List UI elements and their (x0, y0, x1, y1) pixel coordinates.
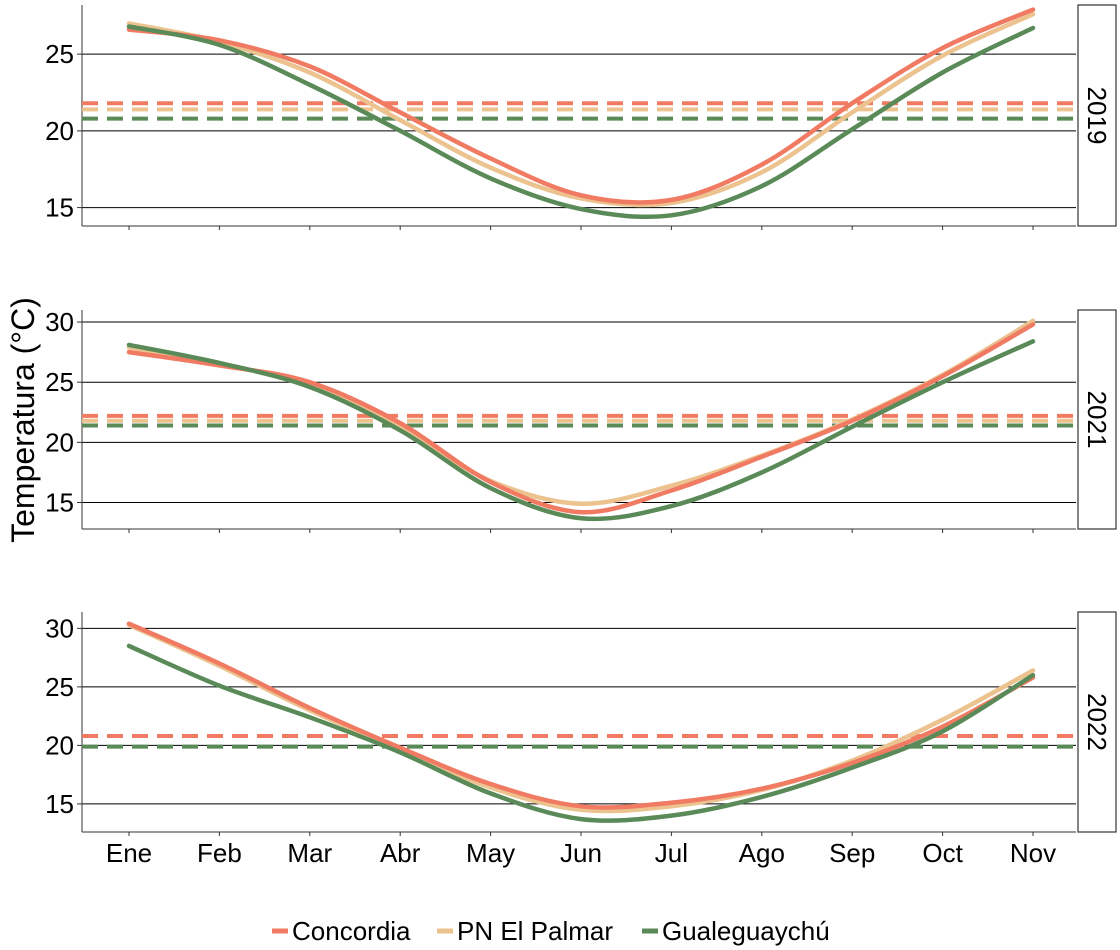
x-tick-label: May (466, 838, 515, 868)
facet-strip (1077, 611, 1117, 833)
series-line (126, 24, 1036, 220)
y-axis-title: Temperatura (°C) (5, 297, 41, 543)
y-tick-label: 15 (45, 193, 74, 223)
x-tick-label: Jun (560, 838, 602, 868)
y-tick-label: 15 (45, 488, 74, 518)
x-tick-label: Ene (106, 838, 152, 868)
panel-2021: 15 20 25 30 2021 (45, 307, 1117, 533)
x-tick-label: Abr (380, 838, 421, 868)
panel-2022: 15 20 25 30 2022 Ene Feb Mar Abr May Jun Jul Ago Sep O… (45, 611, 1117, 868)
y-tick-label: 30 (45, 613, 74, 643)
series-line (126, 643, 1036, 823)
series-line (126, 318, 1036, 506)
y-tick-label: 20 (45, 116, 74, 146)
series-line (126, 7, 1036, 205)
panel-2019: 15 20 25 2019 (45, 4, 1117, 230)
x-tick-label: Sep (829, 838, 875, 868)
y-tick-label: 25 (45, 39, 74, 69)
panels: 15 20 25 2019 15 20 25 30 2021 15 20 25 30 2022 Ene Feb… (45, 4, 1117, 868)
facet-strip (1077, 309, 1117, 530)
facet-year-label: 2021 (1082, 391, 1112, 449)
y-tick-label: 30 (45, 307, 74, 337)
facet-year-label: 2019 (1082, 87, 1112, 145)
y-tick-label: 25 (45, 672, 74, 702)
legend-item: PN El Palmar (437, 916, 613, 946)
series-line (126, 621, 1036, 810)
x-tick-label: Oct (922, 838, 963, 868)
x-tick-label: Feb (197, 838, 242, 868)
y-tick-label: 25 (45, 367, 74, 397)
legend-label: PN El Palmar (457, 916, 613, 946)
y-tick-label: 20 (45, 730, 74, 760)
legend-item: Gualeguaychú (642, 916, 830, 946)
facet-strip (1077, 4, 1117, 227)
x-tick-label: Mar (287, 838, 332, 868)
x-tick-label: Nov (1010, 838, 1056, 868)
x-tick-label: Ago (739, 838, 785, 868)
legend-item: Concordia (272, 916, 411, 946)
facet-year-label: 2022 (1082, 693, 1112, 751)
y-tick-label: 20 (45, 427, 74, 457)
series-line (126, 339, 1036, 522)
legend-label: Concordia (292, 916, 411, 946)
y-tick-label: 15 (45, 789, 74, 819)
x-tick-label: Jul (655, 838, 688, 868)
series-line (126, 622, 1036, 814)
legend: Concordia PN El Palmar Gualeguaychú (272, 916, 830, 946)
legend-label: Gualeguaychú (662, 916, 830, 946)
series-line (126, 322, 1036, 515)
series-line (126, 11, 1036, 208)
